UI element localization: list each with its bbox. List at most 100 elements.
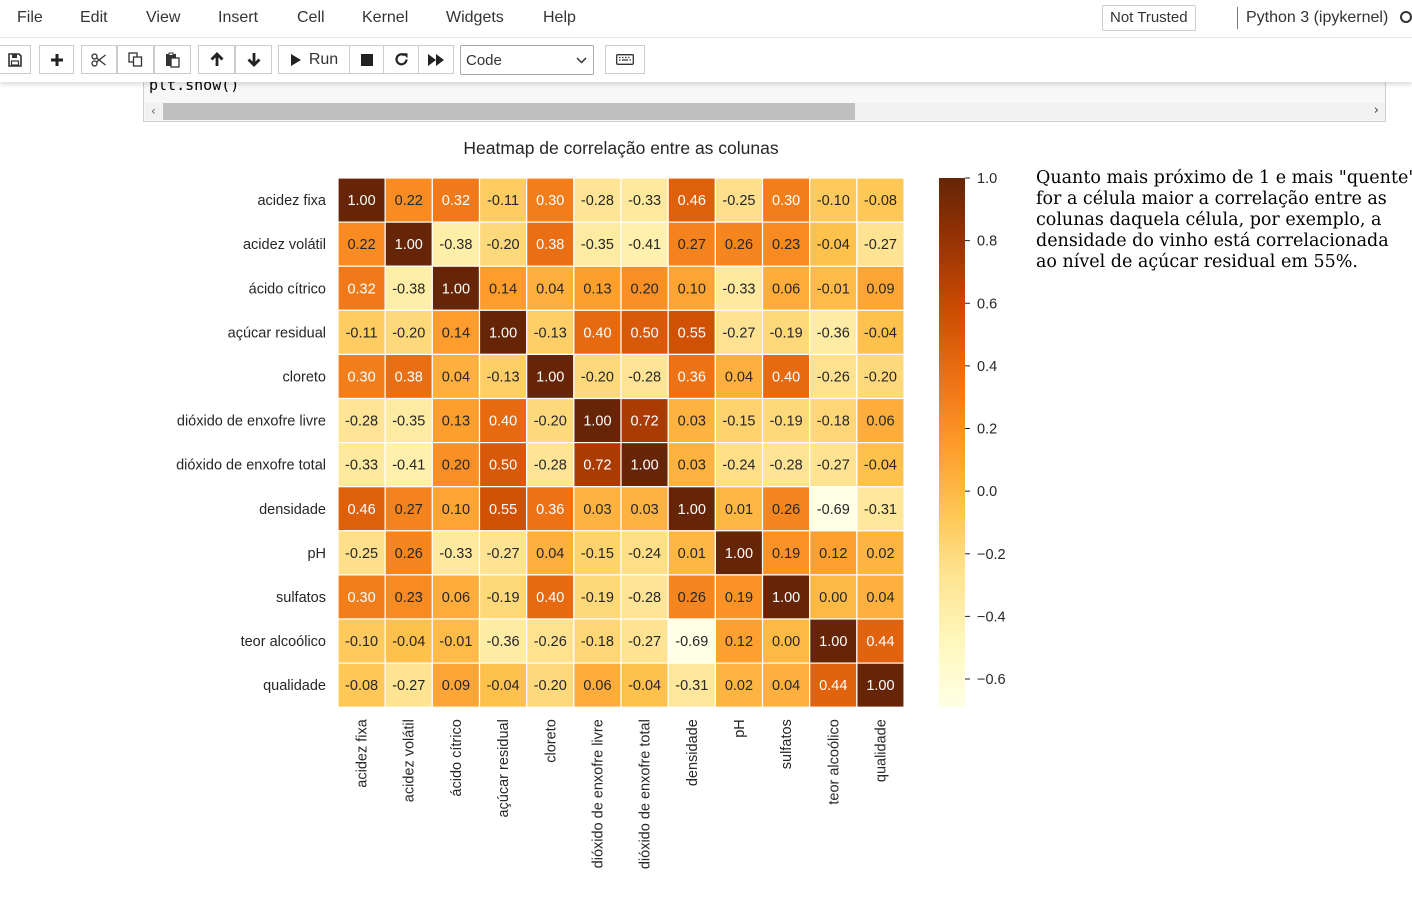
heatmap-cell xyxy=(761,618,811,664)
run-label: Run xyxy=(308,50,339,68)
cell-value-label: 0.09 xyxy=(866,281,894,297)
heatmap-cell xyxy=(431,574,481,620)
insert-cell-button[interactable] xyxy=(39,45,74,74)
heatmap-cell xyxy=(714,353,764,400)
command-palette-button[interactable] xyxy=(605,45,645,74)
cell-value-label: -0.28 xyxy=(534,458,567,474)
heatmap-cell xyxy=(856,397,905,444)
cell-value-label: 0.06 xyxy=(442,590,470,606)
note-line: ao nível de açúcar residual em 55%. xyxy=(1036,252,1358,272)
save-icon xyxy=(8,52,22,67)
column-label: sulfatos xyxy=(779,719,795,769)
code-cell-input[interactable]: plt.show() ‹ › xyxy=(143,82,1386,122)
cell-value-label: 0.02 xyxy=(725,678,753,694)
cell-value-label: 0.13 xyxy=(442,414,470,430)
heatmap-cell xyxy=(337,177,386,223)
cell-value-label: -0.33 xyxy=(628,193,661,209)
note-line: Quanto mais próximo de 1 e mais "quente" xyxy=(1036,168,1412,188)
cell-value-label: -0.27 xyxy=(628,634,661,650)
cell-value-label: -0.33 xyxy=(345,458,378,474)
colorbar-tick-label: 0.0 xyxy=(977,484,997,500)
cell-value-label: -0.04 xyxy=(392,634,425,650)
note-line: densidade do vinho está correlacionada xyxy=(1036,231,1389,251)
heatmap-cell xyxy=(384,353,433,400)
cell-value-label: -0.35 xyxy=(581,237,614,253)
row-label: densidade xyxy=(259,502,326,518)
cell-value-label: 0.50 xyxy=(489,458,517,474)
run-button[interactable]: Run xyxy=(278,45,350,74)
cell-value-label: 0.04 xyxy=(866,590,894,606)
chart-title: Heatmap de correlação entre as colunas xyxy=(463,138,778,158)
save-button[interactable] xyxy=(0,45,31,74)
menu-bar: File Edit View Insert Cell Kernel Widget… xyxy=(0,0,1412,38)
cell-value-label: 0.46 xyxy=(347,502,375,518)
scrollbar-thumb[interactable] xyxy=(163,103,855,120)
heatmap-cell xyxy=(856,574,905,620)
heatmap-cell xyxy=(856,177,905,223)
cell-value-label: -0.27 xyxy=(864,237,897,253)
heatmap-cell xyxy=(478,353,528,400)
cell-value-label: 0.30 xyxy=(347,369,375,385)
cell-value-label: 0.03 xyxy=(678,458,706,474)
column-label: pH xyxy=(732,719,748,738)
cell-value-label: -0.28 xyxy=(770,458,803,474)
heatmap-cell xyxy=(573,397,622,444)
menu-view[interactable]: View xyxy=(146,9,181,26)
cell-value-label: 0.32 xyxy=(442,193,470,209)
note-line: colunas daquela célula, por exemplo, a xyxy=(1036,210,1382,230)
heatmap-cell xyxy=(478,574,528,620)
not-trusted-badge[interactable]: Not Trusted xyxy=(1102,5,1196,31)
heatmap-cell xyxy=(809,662,858,708)
cell-value-label: 0.04 xyxy=(536,281,564,297)
keyboard-icon xyxy=(616,54,634,65)
cell-value-label: 0.55 xyxy=(489,502,517,518)
cut-button[interactable] xyxy=(81,45,117,74)
colorbar xyxy=(939,178,965,708)
cell-type-select[interactable]: Code xyxy=(460,45,594,75)
cell-value-label: 0.36 xyxy=(678,369,706,385)
menu-edit[interactable]: Edit xyxy=(80,9,108,26)
copy-button[interactable] xyxy=(117,45,154,74)
heatmap-cell xyxy=(384,574,433,620)
heatmap-cell xyxy=(337,530,386,576)
cell-value-label: -0.27 xyxy=(392,678,425,694)
menu-widgets[interactable]: Widgets xyxy=(446,9,504,26)
scroll-left-arrow-icon[interactable]: ‹ xyxy=(151,104,156,118)
cell-value-label: -0.26 xyxy=(817,369,850,385)
kernel-name[interactable]: Python 3 (ipykernel) xyxy=(1246,9,1389,26)
horizontal-scrollbar[interactable]: ‹ › xyxy=(145,103,1385,120)
scroll-right-arrow-icon[interactable]: › xyxy=(1373,103,1379,118)
row-label: teor alcoólico xyxy=(241,634,326,650)
menu-help[interactable]: Help xyxy=(543,9,576,26)
menu-insert[interactable]: Insert xyxy=(218,9,259,26)
move-down-button[interactable] xyxy=(235,45,272,74)
cell-value-label: 0.27 xyxy=(678,237,706,253)
move-up-button[interactable] xyxy=(198,45,235,74)
cell-value-label: 1.00 xyxy=(725,546,753,562)
paste-button[interactable] xyxy=(154,45,191,74)
heatmap-cell xyxy=(526,662,575,708)
colorbar-tick-label: −0.4 xyxy=(977,609,1006,625)
menu-cell[interactable]: Cell xyxy=(297,9,325,26)
heatmap-cell xyxy=(856,442,905,488)
heatmap-cell xyxy=(431,265,481,311)
restart-button[interactable] xyxy=(383,45,419,74)
cell-value-label: 0.26 xyxy=(678,590,706,606)
heatmap-cell xyxy=(667,618,716,664)
cell-value-label: 0.22 xyxy=(395,193,423,209)
cell-value-label: 0.10 xyxy=(442,502,470,518)
cell-value-label: -0.04 xyxy=(487,678,520,694)
menu-file[interactable]: File xyxy=(17,9,43,26)
heatmap-cell xyxy=(714,397,764,444)
cell-value-label: 0.02 xyxy=(866,546,894,562)
interrupt-button[interactable] xyxy=(349,45,384,74)
heatmap-cell xyxy=(761,221,811,267)
column-label: teor alcoólico xyxy=(826,719,842,804)
menu-kernel[interactable]: Kernel xyxy=(362,9,409,26)
restart-run-all-button[interactable] xyxy=(418,45,454,74)
cell-value-label: 0.14 xyxy=(442,325,470,341)
heatmap-cell xyxy=(856,530,905,576)
heatmap-cell xyxy=(620,662,669,708)
heatmap-cell xyxy=(761,486,811,532)
heatmap-cell xyxy=(761,662,811,708)
